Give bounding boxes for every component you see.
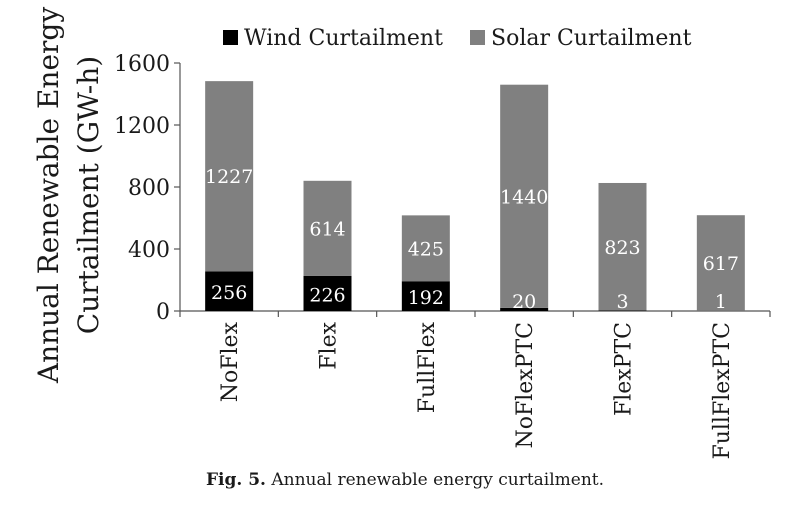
bar-segment-wind: [205, 271, 254, 311]
y-axis-label-line: Annual Renewable Energy: [32, 7, 65, 384]
y-axis: 0 400 800 1200 1600: [114, 52, 181, 325]
data-label-solar: 425: [408, 238, 444, 260]
caption-text: Annual renewable energy curtailment.: [271, 470, 605, 490]
data-label-wind: 192: [408, 287, 444, 309]
data-label-solar: 614: [309, 218, 345, 240]
legend: Wind Curtailment Solar Curtailment: [223, 26, 692, 51]
bar-segment-wind: [500, 307, 549, 311]
data-label-solar: 1440: [500, 186, 548, 208]
x-tick-label: NoFlex: [218, 321, 243, 402]
legend-label: Wind Curtailment: [244, 26, 443, 51]
data-label-solar: 823: [604, 237, 640, 259]
bar-segment-wind: [303, 275, 352, 311]
y-axis-label-line: Curtailment (GW-h): [72, 56, 105, 334]
data-label-wind: 1: [715, 291, 727, 313]
data-label-solar: 1227: [205, 166, 253, 188]
legend-swatch-wind: [223, 30, 238, 45]
bar-segment-solar: [401, 215, 450, 282]
legend-swatch-solar: [470, 30, 485, 45]
x-tick-label: FlexPTC: [612, 322, 637, 416]
bar-segment-solar: [696, 215, 745, 311]
bar-segment-solar: [205, 81, 254, 272]
x-tick-label: FullFlexPTC: [710, 322, 735, 460]
data-label-wind: 256: [211, 282, 247, 304]
caption-label: Fig. 5.: [205, 470, 266, 490]
bar-segment-solar: [303, 180, 352, 276]
y-tick-label: 0: [156, 300, 170, 325]
y-tick-label: 1200: [114, 114, 170, 139]
figure-caption: Fig. 5. Annual renewable energy curtailm…: [0, 470, 810, 490]
stacked-bar-chart: Wind Curtailment Solar Curtailment Annual…: [32, 7, 771, 460]
bar-segment-solar: [598, 182, 647, 311]
y-tick-label: 800: [128, 176, 170, 201]
data-label-wind: 20: [512, 291, 536, 313]
data-label-wind: 3: [616, 291, 628, 313]
bars: 256 1227 226 614 192 425 20 1440 3 823 1 617: [205, 81, 745, 313]
bar-segment-wind: [401, 281, 450, 311]
legend-label: Solar Curtailment: [491, 26, 692, 51]
x-tick-label: NoFlexPTC: [513, 322, 538, 449]
x-axis: NoFlex Flex FullFlex NoFlexPTC FlexPTC FullFl…: [179, 310, 771, 460]
data-label-solar: 617: [703, 253, 739, 275]
x-tick-label: Flex: [317, 321, 342, 369]
x-tick-label: FullFlex: [415, 321, 440, 413]
bar-segment-solar: [500, 84, 549, 308]
y-tick-label: 1600: [114, 52, 170, 77]
y-axis-label: Annual Renewable Energy Curtailment (GW-h…: [32, 7, 105, 384]
y-tick-label: 400: [128, 238, 170, 263]
data-label-wind: 226: [309, 284, 345, 306]
